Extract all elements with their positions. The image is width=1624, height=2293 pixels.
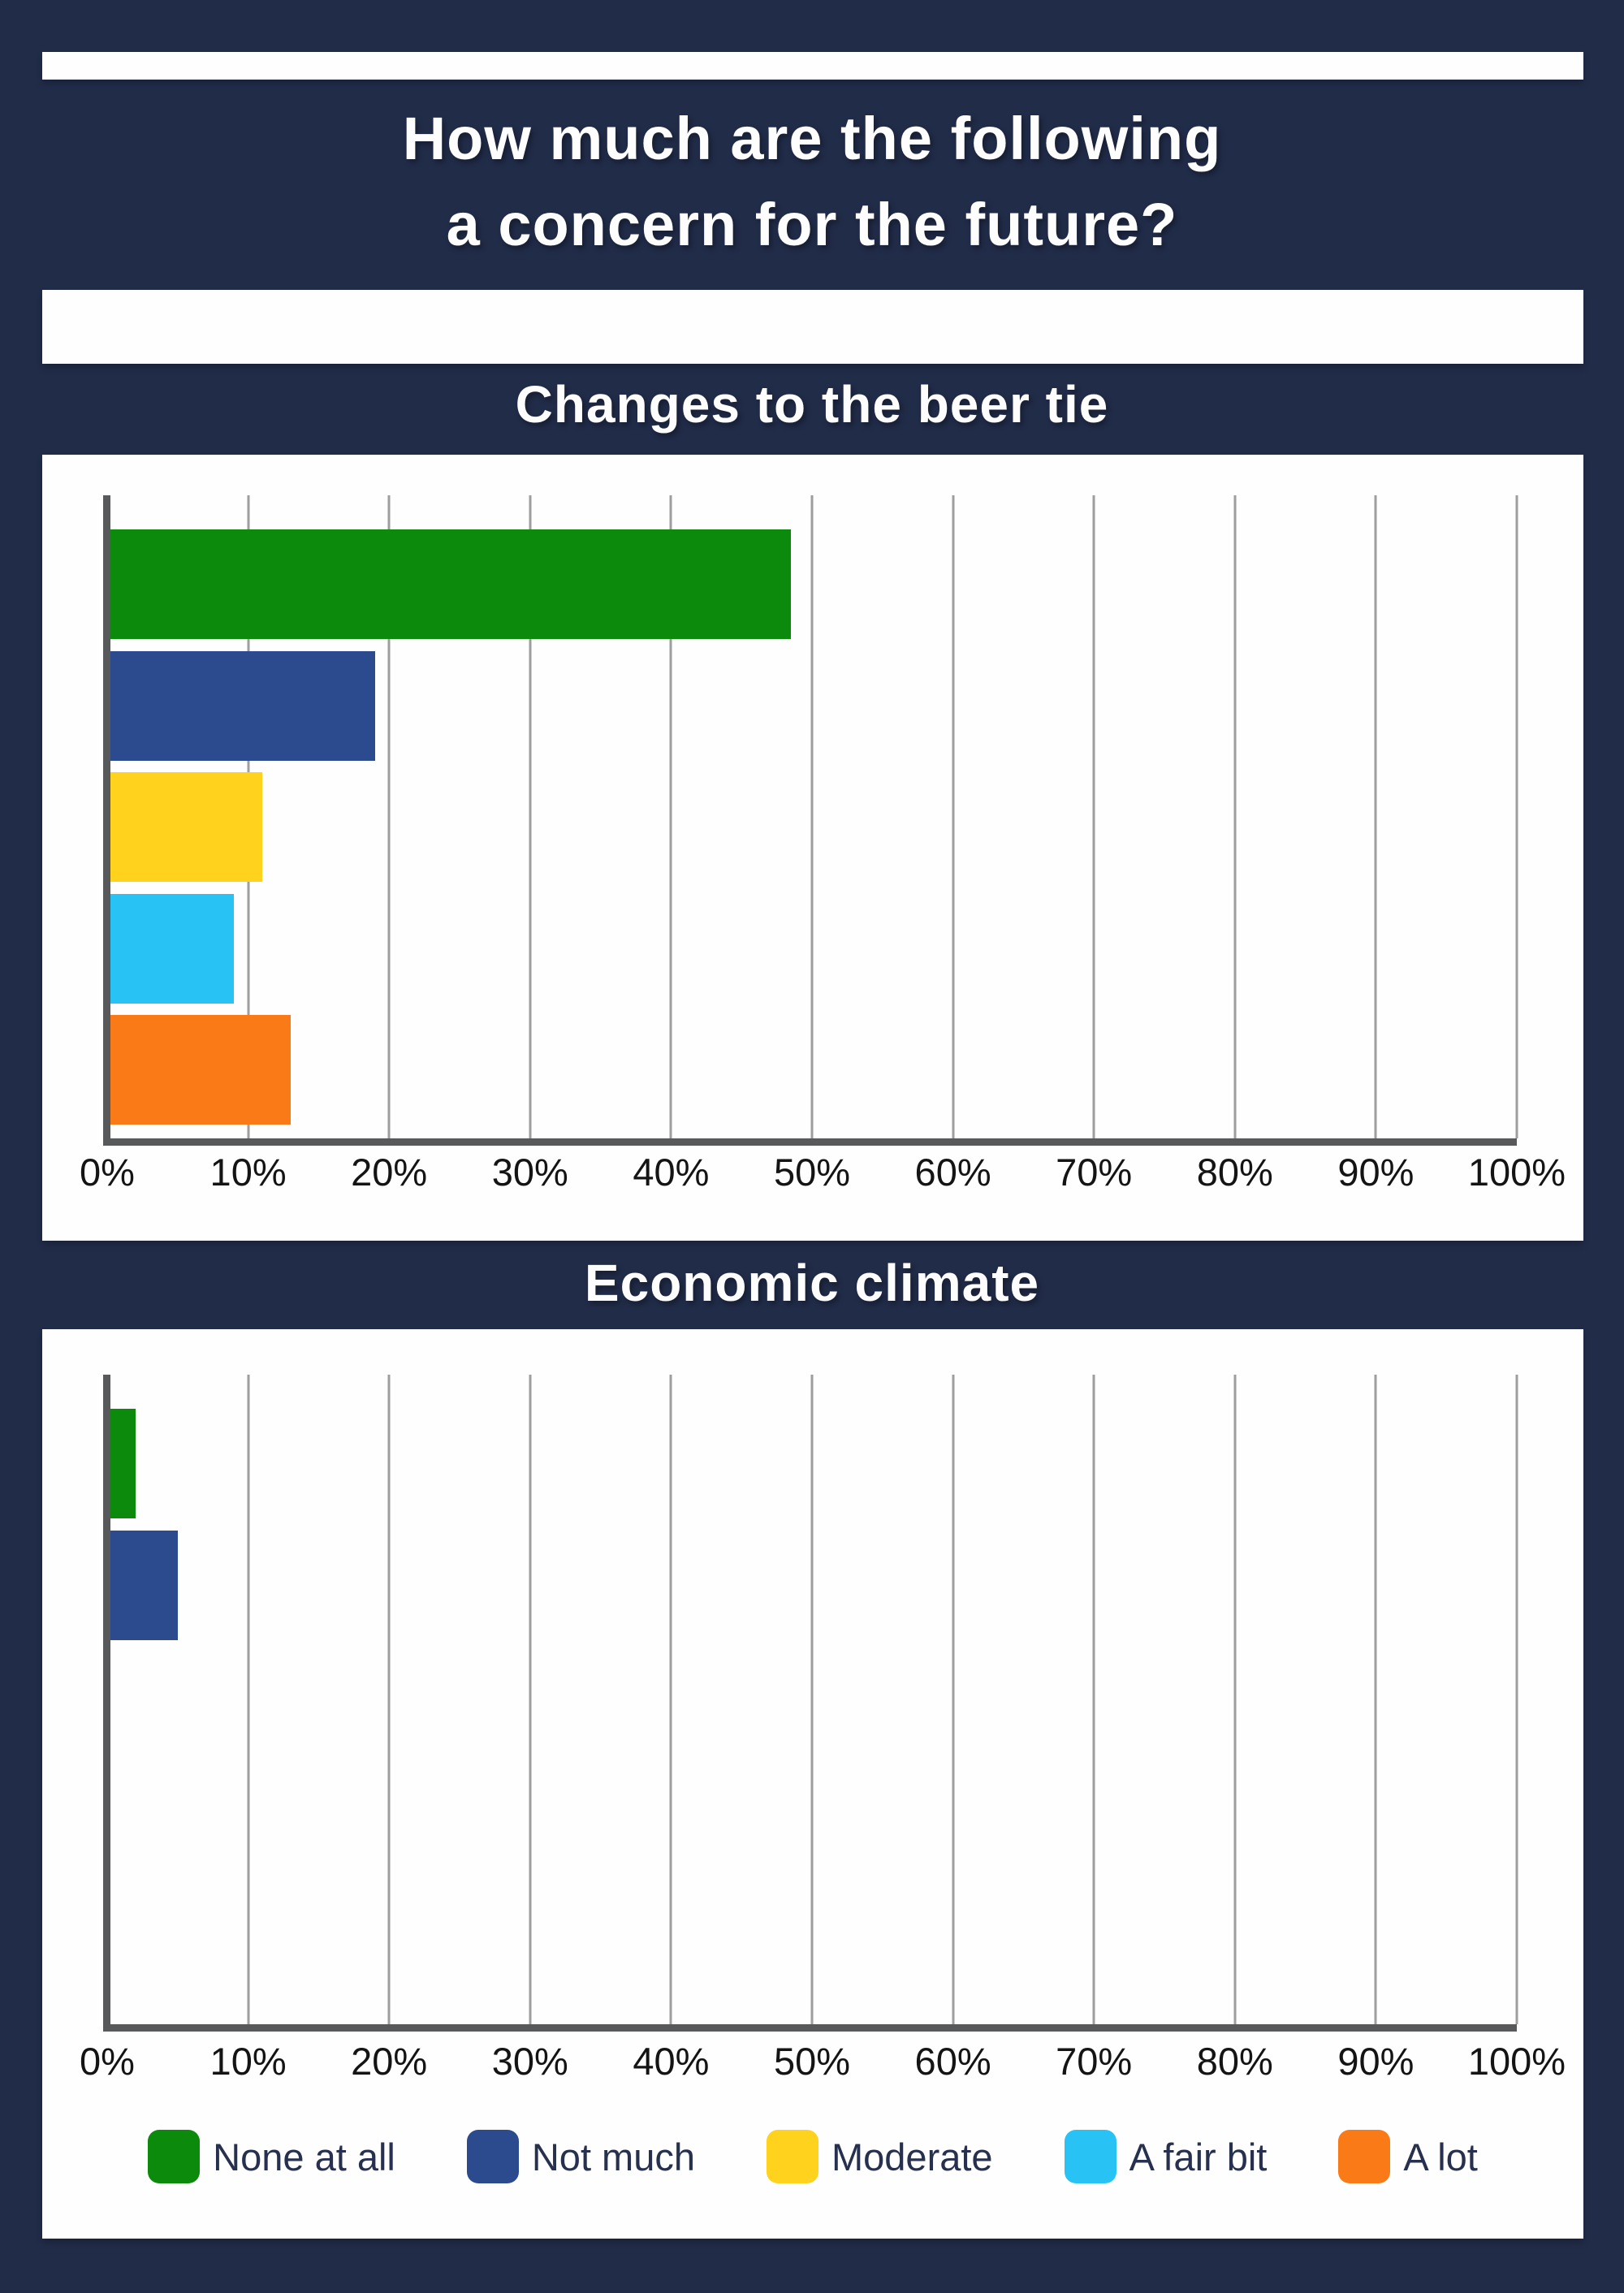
gridline (810, 1375, 814, 2024)
gridline (1092, 1375, 1095, 2024)
legend-item-not-much: Not much (466, 2130, 695, 2183)
bar-none-at-all (107, 1409, 136, 1518)
x-tick-label: 10% (209, 2040, 287, 2083)
gridline (669, 495, 672, 1138)
legend-item-a-lot: A lot (1338, 2130, 1478, 2183)
gridline (247, 1375, 250, 2024)
gridline (1233, 1375, 1237, 2024)
x-tick-label: 20% (351, 2040, 428, 2083)
gridline (952, 495, 955, 1138)
x-tick-label: 0% (80, 2040, 135, 2083)
legend-label: Not much (531, 2135, 695, 2179)
x-tick-label: 10% (209, 1151, 287, 1194)
x-axis-line (103, 2024, 1517, 2032)
plot-area-economic-climate (103, 1375, 1518, 2032)
chart-panel-beer-tie: 0% 10% 20% 30% 40% 50% 60% 70% 80% 90% 100% (42, 455, 1583, 1241)
plot-area-beer-tie (103, 495, 1518, 1146)
x-axis-tick-labels: 0% 10% 20% 30% 40% 50% 60% 70% 80% 90% 100% (80, 2039, 1566, 2088)
chart-title-economic-climate: Economic climate (584, 1254, 1040, 1312)
legend-swatch-icon (767, 2130, 818, 2183)
x-tick-label: 60% (914, 2040, 991, 2083)
x-tick-label: 100% (1467, 2040, 1566, 2083)
x-tick-label: 40% (633, 2040, 710, 2083)
gridline (387, 495, 391, 1138)
bar-not-much (107, 1530, 178, 1640)
legend-label: A lot (1403, 2135, 1478, 2179)
x-tick-label: 40% (633, 1151, 710, 1194)
gridline (1515, 1375, 1518, 2024)
gridline (529, 1375, 532, 2024)
x-tick-label: 80% (1196, 2040, 1273, 2083)
x-tick-label: 30% (491, 1151, 568, 1194)
x-tick-label: 70% (1056, 1151, 1133, 1194)
x-tick-label: 90% (1337, 1151, 1415, 1194)
bar-none-at-all (107, 529, 791, 639)
legend-item-moderate: Moderate (767, 2130, 993, 2183)
page-title-line-1: How much are the following (402, 105, 1222, 172)
x-tick-label: 90% (1337, 2040, 1415, 2083)
legend-label: None at all (213, 2135, 395, 2179)
legend-swatch-icon (1338, 2130, 1391, 2183)
page-title: How much are the following a concern for… (0, 96, 1624, 268)
page-title-line-2: a concern for the future? (446, 191, 1178, 258)
legend: None at all Not much Moderate A fair bit A l… (42, 2130, 1583, 2183)
x-tick-label: 50% (773, 1151, 851, 1194)
bar-a-fair-bit (107, 893, 235, 1004)
legend-label: A fair bit (1129, 2135, 1268, 2179)
legend-swatch-icon (466, 2130, 519, 2183)
bar-moderate (107, 772, 262, 882)
x-tick-label: 70% (1056, 2040, 1133, 2083)
gridline (387, 1375, 391, 2024)
gridline (1092, 495, 1095, 1138)
x-tick-label: 20% (351, 1151, 428, 1194)
gridline (952, 1375, 955, 2024)
gridline (1515, 495, 1518, 1138)
legend-item-a-fair-bit: A fair bit (1064, 2130, 1268, 2183)
gridline (1374, 495, 1377, 1138)
x-tick-label: 100% (1467, 1151, 1566, 1194)
x-axis-tick-labels: 0% 10% 20% 30% 40% 50% 60% 70% 80% 90% 100% (80, 1150, 1566, 1198)
legend-swatch-icon (1064, 2130, 1116, 2183)
decorative-strip-middle (42, 290, 1583, 364)
gridline (1233, 495, 1237, 1138)
x-tick-label: 60% (914, 1151, 991, 1194)
legend-label: Moderate (831, 2135, 993, 2179)
legend-swatch-icon (148, 2130, 201, 2183)
y-axis-line (103, 1375, 110, 2032)
chart-title-beer-tie: Changes to the beer tie (515, 375, 1109, 434)
chart-panel-economic-climate: 0% 10% 20% 30% 40% 50% 60% 70% 80% 90% 100% None a… (42, 1329, 1583, 2239)
legend-item-none-at-all: None at all (148, 2130, 395, 2183)
x-tick-label: 80% (1196, 1151, 1273, 1194)
x-tick-label: 0% (80, 1151, 135, 1194)
bar-a-lot (107, 1015, 291, 1125)
x-tick-label: 30% (491, 2040, 568, 2083)
gridline (669, 1375, 672, 2024)
y-axis-line (103, 495, 110, 1146)
gridline (1374, 1375, 1377, 2024)
bar-not-much (107, 650, 375, 761)
x-tick-label: 50% (773, 2040, 851, 2083)
gridline (810, 495, 814, 1138)
gridline (529, 495, 532, 1138)
x-axis-line (103, 1138, 1517, 1146)
decorative-strip-top (42, 52, 1583, 80)
